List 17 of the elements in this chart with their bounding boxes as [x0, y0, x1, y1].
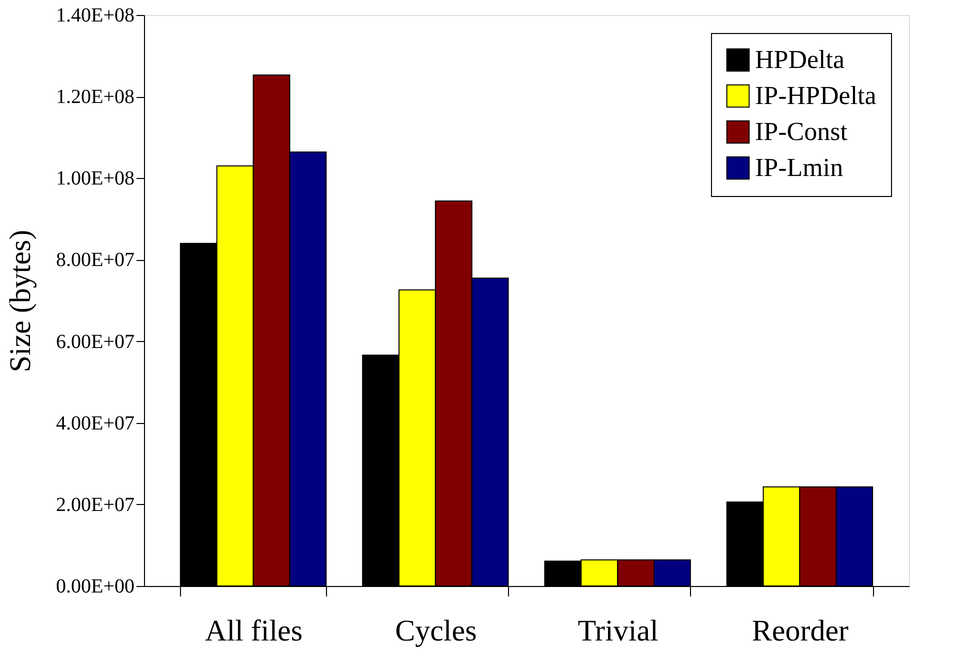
x-tick-label: Trivial: [578, 614, 658, 648]
y-tick-label: 1.00E+08: [56, 168, 134, 190]
y-tick-label: 0.00E+00: [56, 576, 134, 598]
x-tick-label: Cycles: [395, 614, 477, 648]
y-tick-label: 6.00E+07: [56, 330, 134, 353]
x-tick-label: Reorder: [752, 614, 849, 648]
legend-label: HPDelta: [755, 45, 845, 74]
legend-label: IP-HPDelta: [755, 81, 877, 110]
x-tick-label: All files: [205, 614, 303, 648]
legend-label: IP-Const: [755, 117, 848, 146]
y-tick-label: 1.40E+08: [56, 4, 134, 26]
y-axis-title: Size (bytes): [4, 230, 38, 372]
legend-label: IP-Lmin: [755, 153, 844, 182]
y-tick-label: 1.20E+08: [56, 86, 134, 108]
y-tick-label: 8.00E+07: [56, 249, 134, 272]
y-tick-label: 4.00E+07: [56, 412, 134, 434]
y-tick-label: 2.00E+07: [56, 494, 134, 516]
